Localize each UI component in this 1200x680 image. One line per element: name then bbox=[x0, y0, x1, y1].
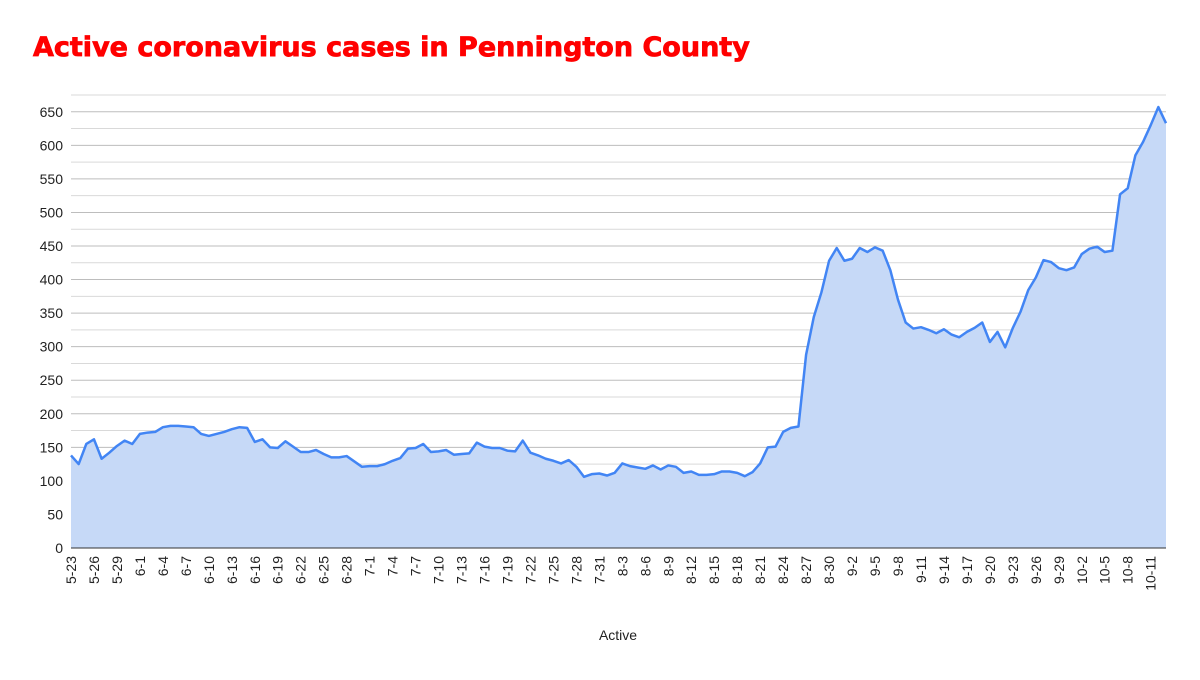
x-tick-label: 8-24 bbox=[775, 556, 791, 584]
x-tick-label: 6-7 bbox=[178, 556, 194, 576]
x-tick-label: 8-30 bbox=[821, 556, 837, 584]
x-tick-label: 7-4 bbox=[385, 556, 401, 576]
x-tick-label: 8-18 bbox=[729, 556, 745, 584]
y-tick-label: 0 bbox=[55, 540, 63, 556]
x-tick-label: 7-10 bbox=[431, 556, 447, 584]
y-tick-label: 350 bbox=[40, 305, 64, 321]
x-tick-label: 6-1 bbox=[132, 556, 148, 576]
y-tick-label: 650 bbox=[40, 104, 64, 120]
x-tick-label: 9-14 bbox=[936, 556, 952, 584]
x-tick-label: 6-4 bbox=[155, 556, 171, 576]
line bbox=[70, 105, 1168, 479]
x-tick-label: 6-10 bbox=[201, 556, 217, 584]
x-tick-label: 6-22 bbox=[293, 556, 309, 584]
y-tick-label: 500 bbox=[40, 204, 64, 220]
x-tick-label: 9-5 bbox=[867, 556, 883, 576]
y-tick-label: 600 bbox=[40, 137, 64, 153]
y-tick-label: 550 bbox=[40, 171, 64, 187]
y-tick-label: 300 bbox=[40, 339, 64, 355]
area bbox=[71, 107, 1166, 548]
y-tick-label: 250 bbox=[40, 372, 64, 388]
x-tick-label: 7-13 bbox=[454, 556, 470, 584]
x-tick-label: 8-3 bbox=[614, 556, 630, 576]
x-tick-label: 9-26 bbox=[1028, 556, 1044, 584]
x-tick-label: 8-12 bbox=[683, 556, 699, 584]
x-axis-title: Active bbox=[599, 627, 637, 643]
x-tick-label: 10-2 bbox=[1074, 556, 1090, 584]
x-tick-label: 10-11 bbox=[1143, 556, 1159, 591]
x-tick-label: 7-1 bbox=[362, 556, 378, 576]
x-tick-label: 7-22 bbox=[522, 556, 538, 584]
y-tick-label: 150 bbox=[40, 439, 64, 455]
x-tick-label: 6-28 bbox=[339, 556, 355, 584]
x-tick-label: 7-31 bbox=[591, 556, 607, 584]
x-tick-label: 7-16 bbox=[476, 556, 492, 584]
x-tick-label: 9-17 bbox=[959, 556, 975, 584]
x-tick-label: 10-8 bbox=[1120, 556, 1136, 584]
x-tick-label: 7-7 bbox=[408, 556, 424, 576]
y-tick-label: 50 bbox=[47, 506, 63, 522]
y-tick-label: 450 bbox=[40, 238, 64, 254]
x-tick-label: 10-5 bbox=[1097, 556, 1113, 584]
x-tick-label: 7-25 bbox=[545, 556, 561, 584]
y-tick-label: 400 bbox=[40, 272, 64, 288]
x-tick-label: 9-23 bbox=[1005, 556, 1021, 584]
x-tick-label: 8-27 bbox=[798, 556, 814, 584]
x-tick-label: 5-29 bbox=[109, 556, 125, 584]
x-tick-label: 6-25 bbox=[316, 556, 332, 584]
x-tick-label: 8-15 bbox=[706, 556, 722, 584]
x-tick-label: 8-9 bbox=[660, 556, 676, 576]
x-tick-label: 8-21 bbox=[752, 556, 768, 584]
x-tick-label: 6-16 bbox=[247, 556, 263, 584]
x-tick-label: 6-13 bbox=[224, 556, 240, 584]
x-tick-label: 9-2 bbox=[844, 556, 860, 576]
x-tick-label: 7-19 bbox=[499, 556, 515, 584]
x-tick-label: 9-8 bbox=[890, 556, 906, 576]
y-tick-label: 100 bbox=[40, 473, 64, 489]
x-tick-label: 9-20 bbox=[982, 556, 998, 584]
x-tick-label: 5-23 bbox=[63, 556, 79, 584]
x-tick-label: 5-26 bbox=[86, 556, 102, 584]
chart-title: Active coronavirus cases in Pennington C… bbox=[33, 32, 750, 63]
x-tick-label: 9-11 bbox=[913, 556, 929, 583]
y-tick-label: 200 bbox=[40, 406, 64, 422]
x-tick-label: 7-28 bbox=[568, 556, 584, 584]
x-tick-label: 6-19 bbox=[270, 556, 286, 584]
x-tick-label: 8-6 bbox=[637, 556, 653, 576]
x-tick-label: 9-29 bbox=[1051, 556, 1067, 584]
